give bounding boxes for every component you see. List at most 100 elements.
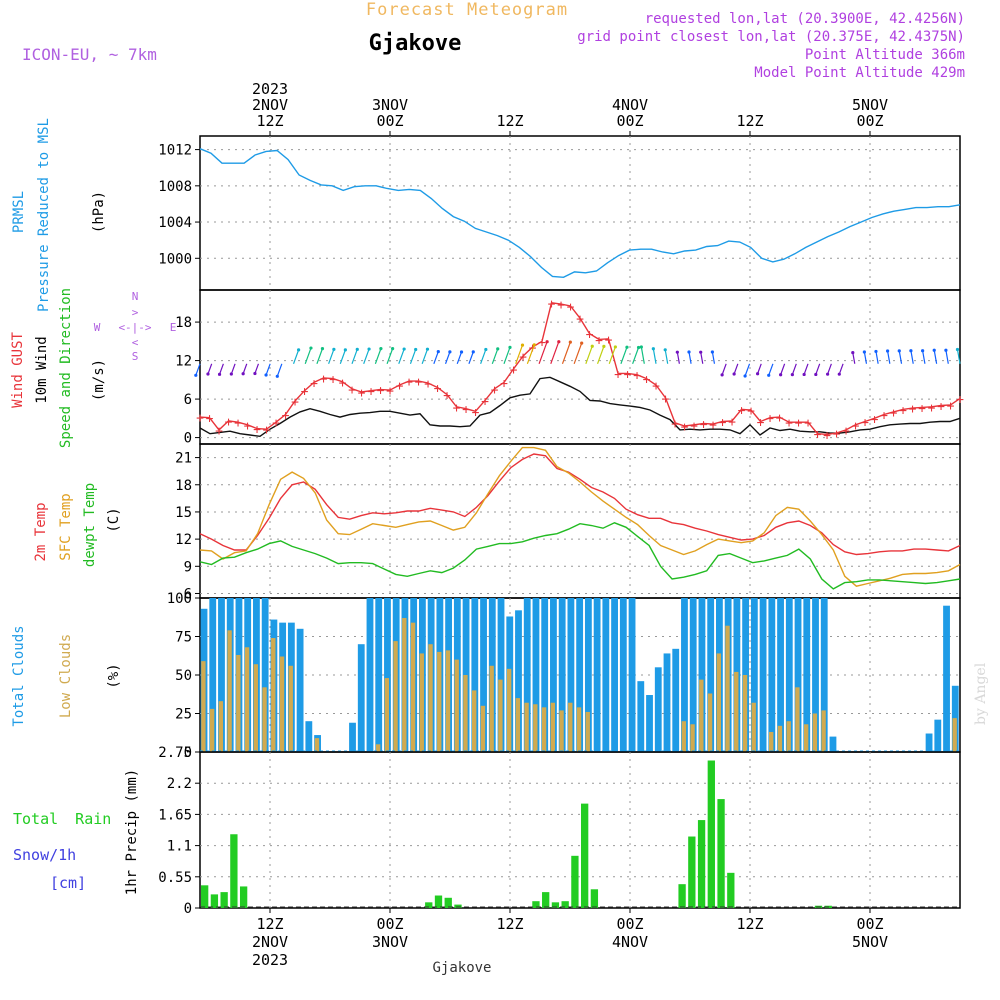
wind-arrow-head	[897, 349, 901, 353]
precip-ytick-label: 0.55	[158, 870, 192, 886]
bottom-time-label: 00Z	[616, 915, 643, 933]
wind-arrow-head	[767, 373, 771, 377]
wind-gust-marker: +	[852, 419, 860, 434]
top-time-label: 3NOV	[372, 96, 408, 114]
precip-bar	[454, 904, 462, 908]
cloud-low-bar	[253, 664, 258, 752]
wind-gust-marker: +	[415, 375, 423, 390]
wind-direction-arrow	[803, 363, 809, 375]
cloud-total-bar	[384, 598, 391, 752]
cloud-total-bar	[602, 598, 610, 752]
cloud-low-bar	[244, 647, 250, 752]
cloud-low-bar	[227, 630, 232, 752]
cloud-low-bar	[786, 721, 791, 752]
cloud-total-bar	[646, 695, 653, 752]
cloud-low-bar	[795, 687, 800, 752]
wind-arrow-head	[743, 374, 747, 378]
pressure-label-prmsl: PRMSL	[11, 191, 27, 233]
compass-w: W	[94, 321, 101, 334]
wind-direction-arrow	[503, 347, 511, 364]
wind-arrow-head	[909, 349, 913, 353]
wind-gust-marker: +	[329, 373, 337, 388]
wind-arrow-head	[720, 373, 724, 377]
cloud-low-bar	[262, 687, 267, 752]
cloud-total-bar	[523, 598, 531, 752]
precip-label-rain: Total Rain	[13, 810, 111, 828]
wind-direction-arrow	[700, 352, 704, 364]
wind-gust-marker: +	[538, 335, 546, 350]
cloud-total-bar	[611, 598, 618, 752]
precip-ytick-label: 2.75	[158, 745, 192, 761]
wind-gust-marker: +	[253, 423, 261, 438]
svg-text:<: <	[132, 336, 139, 349]
wind-gust-marker: +	[339, 376, 347, 391]
cloud-low-bar	[742, 675, 748, 752]
wind-direction-arrow	[398, 348, 405, 364]
svg-text:>: >	[132, 306, 139, 319]
cloud-total-bar	[261, 598, 269, 752]
wind-arrow-head	[955, 347, 960, 352]
wind-gust-marker: +	[377, 383, 385, 398]
wind-gust-marker: +	[690, 419, 698, 434]
cloud-total-bar	[777, 598, 784, 752]
wind-arrow-head	[253, 371, 257, 376]
wind-arrow-head	[425, 347, 430, 351]
wind-gust-marker: +	[909, 402, 917, 417]
cloud-total-bar	[925, 733, 933, 752]
precip-bar	[201, 885, 209, 908]
wind-gust-marker: +	[548, 297, 556, 312]
wind-gust-marker: +	[947, 399, 955, 414]
precip-label-cm: [cm]	[50, 874, 86, 892]
bottom-time-label: 12Z	[496, 915, 523, 933]
cloud-low-bar	[524, 702, 529, 752]
cloud-low-bar	[803, 724, 809, 752]
wind-direction-arrow	[195, 363, 201, 376]
precip-panel: 0 0.55 1.1 1.65 2.2 2.75	[158, 745, 961, 917]
wind-arrow-head	[885, 349, 890, 353]
cloud-total-bar	[654, 667, 662, 752]
wind-direction-arrow	[421, 348, 429, 364]
pressure-ytick-label: 1004	[158, 215, 192, 231]
wind-unit: (m/s)	[91, 359, 107, 401]
wind-arrow-head	[436, 349, 440, 354]
wind-arrow-head	[414, 347, 418, 352]
cloud-low-bar	[734, 671, 739, 752]
clouds-panel: 0 25 50 75 100	[167, 591, 961, 761]
wind-arrow-head	[625, 345, 629, 349]
wind-arrow-head	[241, 372, 245, 376]
wind-arrow-head	[459, 350, 464, 354]
precip-bar	[707, 760, 715, 908]
precip-label-snow: Snow/1h	[13, 846, 76, 864]
cloud-low-bar	[384, 678, 390, 752]
wind-direction-arrow	[620, 347, 628, 364]
wind-arrow-head	[675, 350, 679, 354]
wind-direction-arrow	[585, 346, 593, 364]
wind-gust-marker: +	[282, 408, 290, 423]
pressure-ytick-label: 1008	[158, 179, 192, 195]
cloud-low-bar	[288, 665, 293, 752]
wind-gust-marker: +	[785, 416, 793, 431]
wind-arrow-head	[379, 347, 383, 351]
cloud-total-bar	[750, 598, 758, 752]
wind-direction-arrow	[339, 349, 346, 364]
precip-axis-title: 1hr Precip (mm)	[124, 769, 140, 895]
wind-gust-marker: +	[301, 385, 309, 400]
pressure-frame	[199, 135, 961, 291]
gridpoint-coords: grid point closest lon,lat (20.375E, 42.…	[577, 29, 965, 45]
temp-ytick-label: 15	[175, 505, 192, 521]
footer-place: Gjakove	[432, 960, 491, 976]
precip-bar	[210, 894, 219, 908]
wind-gust-marker: +	[225, 415, 233, 430]
precip-labels: Total Rain Snow/1h [cm] 1hr Precip (mm)	[13, 769, 140, 895]
cloud-low-bar	[498, 679, 503, 752]
compass-e: E	[170, 321, 177, 334]
cloud-low-bar	[209, 708, 215, 752]
wind-direction-arrow	[328, 349, 335, 364]
wind-gust-marker: +	[576, 312, 584, 327]
wind-gust-marker: +	[681, 420, 689, 435]
wind-direction-arrow	[596, 346, 605, 364]
wind-direction-arrow	[768, 363, 774, 376]
